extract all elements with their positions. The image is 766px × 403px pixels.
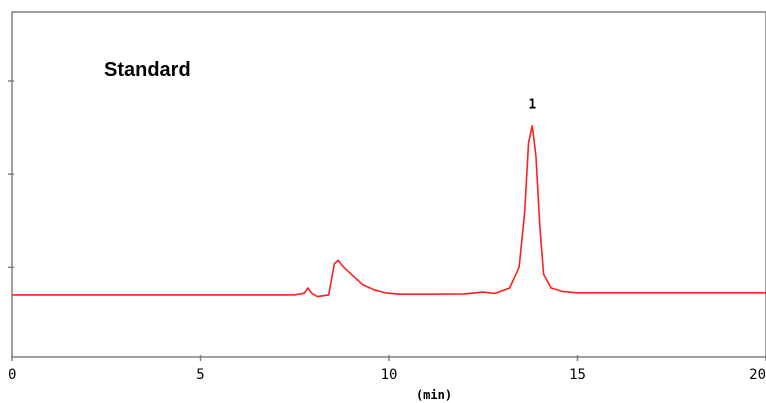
y-axis-ticks [8,80,14,269]
chromatogram-trace [12,125,766,298]
x-axis-ticks [11,355,766,361]
chart-title: Standard [104,59,191,81]
peak-annotations: 1 [528,98,536,113]
x-axis-tick-labels: 0 5 10 15 20 [8,367,766,383]
x-tick-label-1: 5 [196,367,204,383]
x-tick-label-3: 15 [569,367,586,383]
x-tick-label-4: 20 [749,367,766,383]
x-tick-label-2: 10 [381,367,398,383]
x-tick-label-0: 0 [8,367,16,383]
peak-label-0: 1 [528,98,536,113]
x-axis-label: (min) [416,388,452,402]
